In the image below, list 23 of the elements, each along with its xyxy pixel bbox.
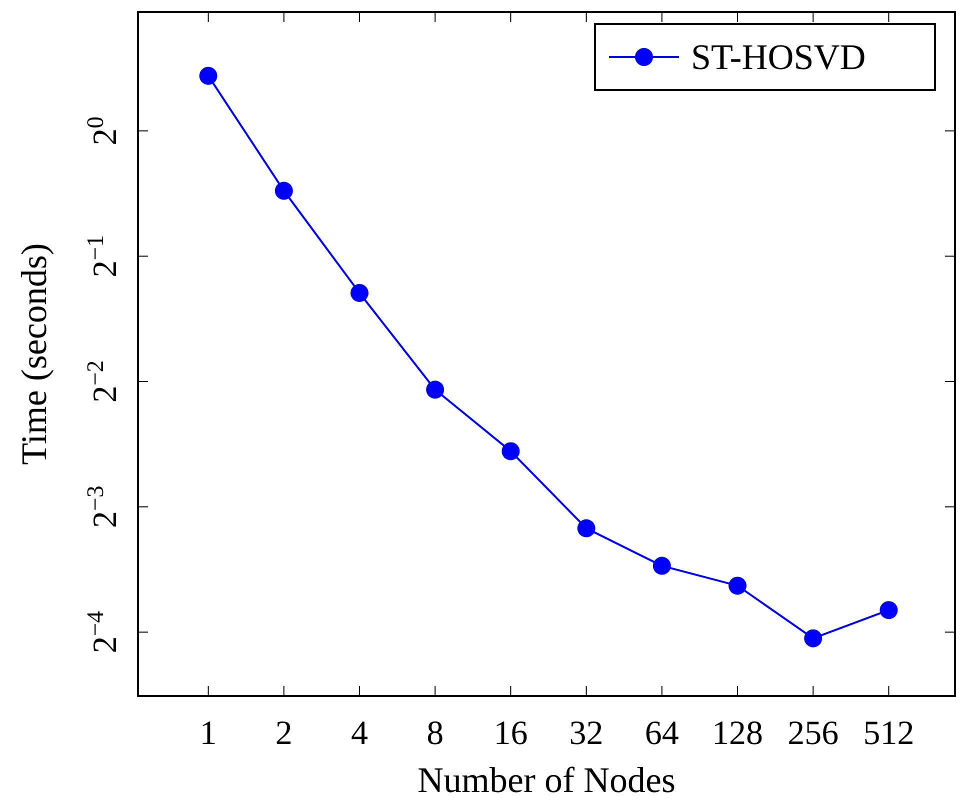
point <box>426 380 444 399</box>
point <box>350 284 368 302</box>
x-tick-label: 16 <box>494 715 528 752</box>
x-tick-label: 64 <box>644 715 679 752</box>
point <box>502 442 520 460</box>
point <box>880 601 898 620</box>
legend-label: ST-HOSVD <box>691 37 866 77</box>
point <box>199 66 218 85</box>
x-tick-label: 1 <box>200 715 217 752</box>
point <box>274 182 293 200</box>
point <box>804 629 822 648</box>
x-axis-title: Number of Nodes <box>418 760 676 800</box>
x-tick-label: 512 <box>863 715 914 752</box>
x-tick-label: 8 <box>426 715 444 752</box>
y-axis-title: Time (seconds) <box>14 243 54 465</box>
point <box>652 556 671 575</box>
point <box>577 519 596 538</box>
point <box>728 576 747 595</box>
x-tick-label: 2 <box>275 715 292 752</box>
x-tick-label: 32 <box>569 715 604 752</box>
x-tick-label: 256 <box>788 715 839 752</box>
x-tick-label: 4 <box>350 715 368 752</box>
x-tick-label: 128 <box>712 715 764 752</box>
